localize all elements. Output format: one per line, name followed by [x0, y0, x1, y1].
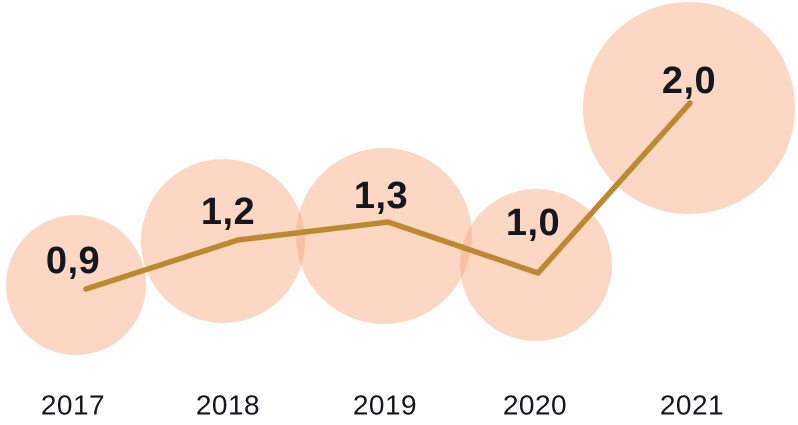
year-label-2018: 2018	[196, 390, 260, 421]
value-label-2018: 1,2	[201, 191, 255, 233]
value-label-2020: 1,0	[506, 202, 560, 244]
value-label-2017: 0,9	[46, 240, 100, 282]
year-label-2021: 2021	[660, 390, 724, 421]
trend-line	[83, 100, 693, 292]
value-label-2021: 2,0	[662, 60, 716, 102]
year-label-2017: 2017	[41, 390, 105, 421]
bubble-2018	[141, 159, 305, 323]
bubble-2017	[6, 215, 146, 355]
year-label-2020: 2020	[503, 390, 567, 421]
year-label-2019: 2019	[353, 390, 417, 421]
bubble-2019	[296, 148, 472, 324]
bubble-2020	[460, 189, 612, 341]
value-label-2019: 1,3	[354, 175, 408, 217]
